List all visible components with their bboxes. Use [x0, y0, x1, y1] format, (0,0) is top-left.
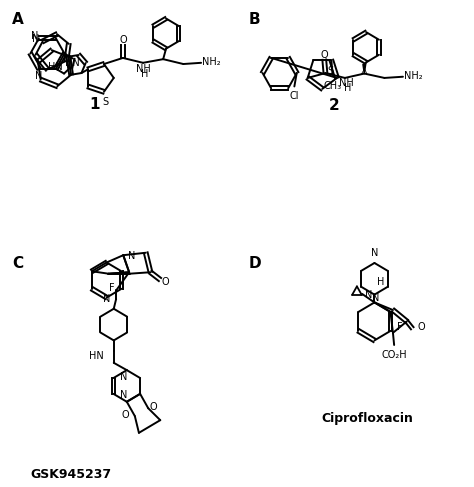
Text: N: N	[371, 247, 378, 258]
Text: S: S	[102, 97, 108, 107]
Text: N: N	[372, 293, 379, 302]
Polygon shape	[363, 64, 366, 74]
Text: N: N	[365, 290, 372, 300]
Text: N: N	[128, 251, 135, 262]
Text: N: N	[31, 32, 38, 41]
Text: H: H	[377, 277, 385, 287]
Text: N: N	[120, 372, 128, 382]
Text: CO₂H: CO₂H	[381, 350, 407, 360]
Text: GSK945237: GSK945237	[30, 468, 112, 481]
Text: NH₂: NH₂	[403, 71, 422, 80]
Text: Ciprofloxacin: Ciprofloxacin	[321, 412, 413, 425]
Text: N: N	[120, 390, 128, 400]
Text: H: H	[344, 83, 351, 93]
Text: B: B	[249, 12, 261, 27]
Text: A: A	[12, 12, 24, 27]
Text: O: O	[149, 402, 157, 412]
Text: HN: HN	[89, 351, 104, 360]
Text: CH₃: CH₃	[323, 81, 342, 91]
Text: Cl: Cl	[290, 92, 299, 101]
Text: HN: HN	[65, 58, 80, 68]
Text: NH: NH	[136, 64, 150, 74]
Text: D: D	[249, 256, 262, 271]
Text: F: F	[109, 282, 115, 293]
Text: 2: 2	[329, 98, 339, 113]
Text: 1: 1	[90, 97, 100, 112]
Text: O: O	[320, 50, 328, 60]
Text: N: N	[32, 34, 39, 44]
Text: F: F	[397, 321, 403, 332]
Text: O: O	[418, 322, 425, 332]
Text: N: N	[103, 294, 110, 304]
Text: S: S	[327, 66, 333, 75]
Text: O: O	[119, 35, 127, 45]
Text: H: H	[140, 69, 148, 79]
Text: NH: NH	[339, 78, 354, 88]
Text: HN: HN	[48, 62, 63, 72]
Text: O: O	[121, 410, 129, 420]
Text: C: C	[12, 256, 23, 271]
Text: O: O	[161, 278, 169, 287]
Text: NH₂: NH₂	[202, 56, 220, 67]
Text: N: N	[35, 71, 42, 81]
